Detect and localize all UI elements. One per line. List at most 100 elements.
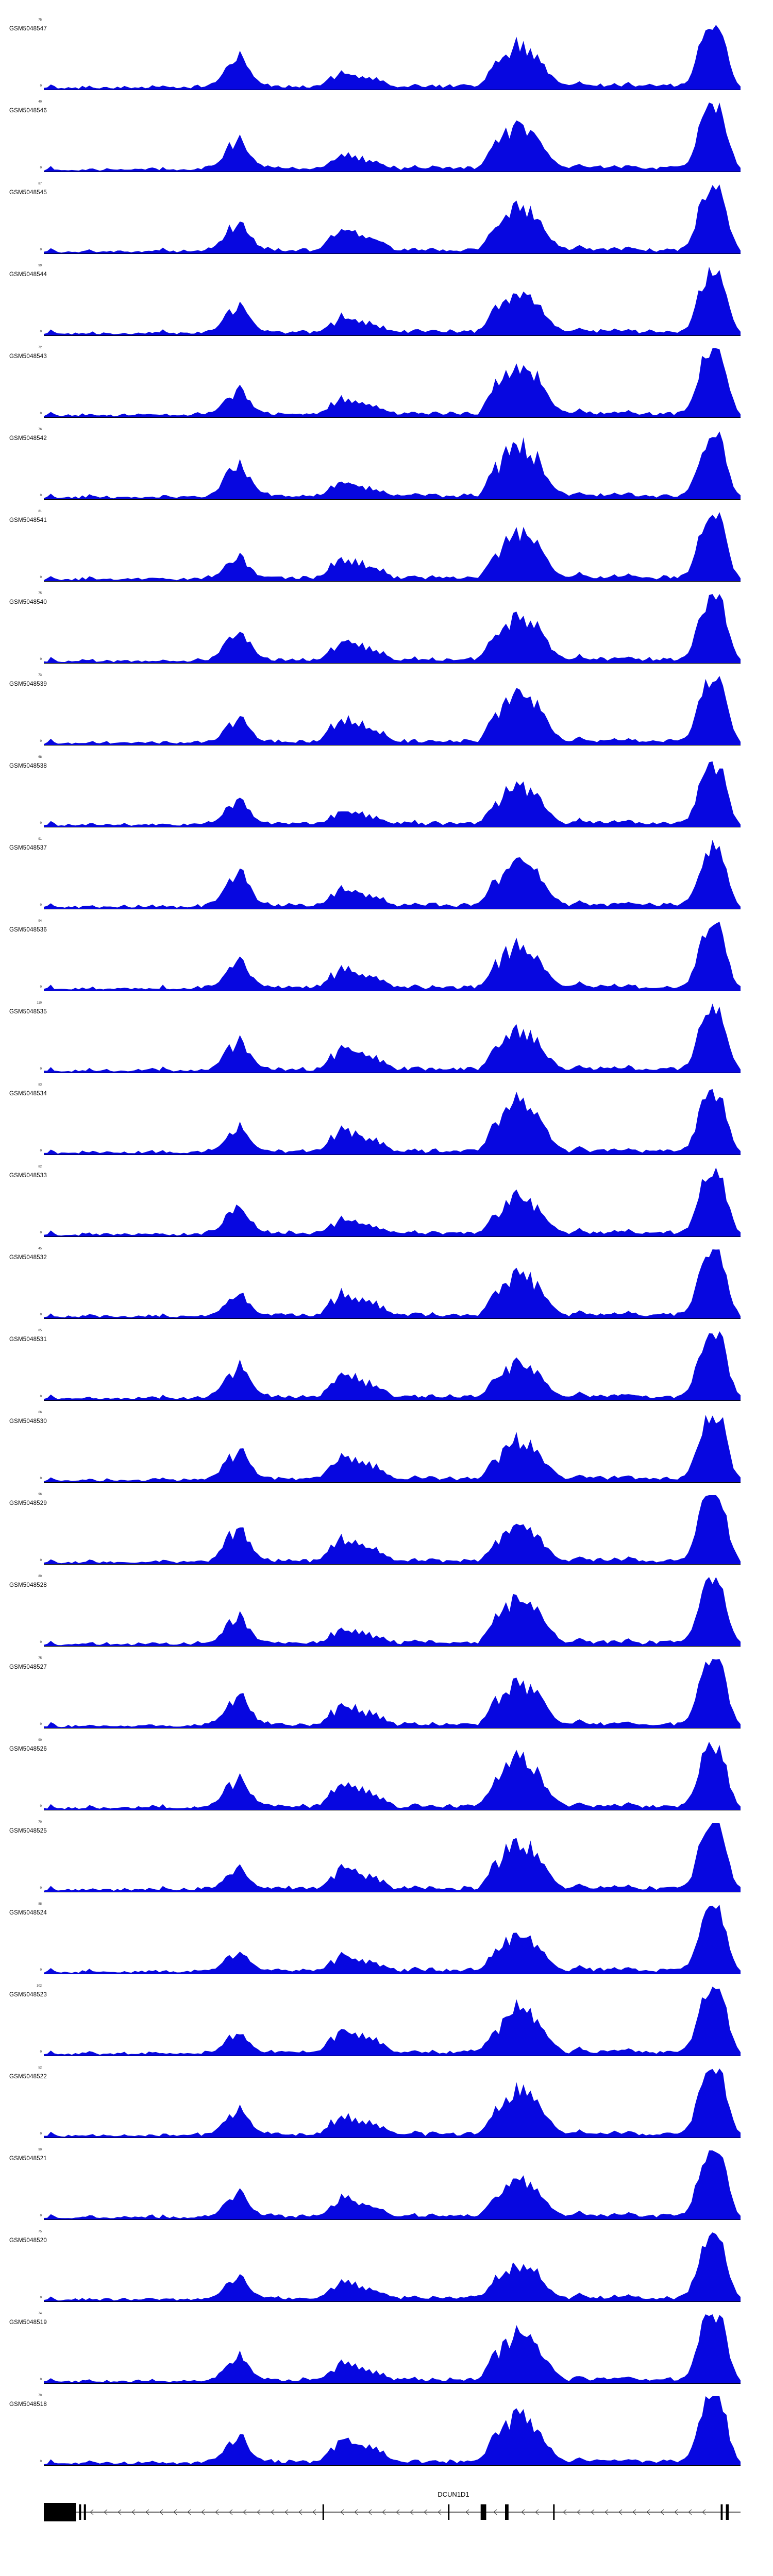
strand-arrow-icon — [591, 2509, 595, 2515]
track-label: GSM5048521 — [9, 2156, 47, 2162]
track-y-zero-label: 0 — [40, 1477, 42, 1480]
track-y-max-label: 91 — [38, 838, 42, 841]
track-row: GSM5048530 66 0 — [0, 1410, 773, 1492]
track-signal — [44, 431, 741, 500]
track-label: GSM5048544 — [9, 272, 47, 278]
gene-exon — [44, 2503, 76, 2521]
strand-arrow-icon — [535, 2509, 539, 2515]
track-y-zero-label: 0 — [40, 1723, 42, 1726]
track-signal — [44, 184, 741, 254]
track-y-zero-label: 0 — [40, 658, 42, 661]
strand-arrow-icon — [215, 2509, 219, 2515]
track-y-zero-label: 0 — [40, 740, 42, 743]
strand-arrow-icon — [298, 2509, 303, 2515]
track-label: GSM5048545 — [9, 190, 47, 196]
gene-exon — [553, 2504, 555, 2520]
strand-arrow-icon — [159, 2509, 163, 2515]
track-row: GSM5048538 68 0 — [0, 755, 773, 837]
strand-arrow-icon — [187, 2509, 191, 2515]
track-label: GSM5048519 — [9, 2319, 47, 2326]
track-label: GSM5048532 — [9, 1255, 47, 1261]
track-label: GSM5048534 — [9, 1091, 47, 1097]
track-y-max-label: 76 — [38, 428, 42, 431]
track-row: GSM5048521 90 0 — [0, 2147, 773, 2229]
track-y-max-label: 75 — [38, 19, 42, 22]
strand-arrow-icon — [284, 2509, 289, 2515]
track-row: GSM5048534 83 0 — [0, 1082, 773, 1164]
track-y-zero-label: 0 — [40, 1313, 42, 1316]
track-label: GSM5048535 — [9, 1009, 47, 1015]
track-label: GSM5048539 — [9, 681, 47, 687]
gene-exon — [322, 2504, 324, 2520]
track-signal — [44, 1415, 741, 1483]
track-row: GSM5048518 70 0 — [0, 2393, 773, 2475]
track-row: GSM5048539 73 0 — [0, 673, 773, 755]
track-signal — [44, 922, 741, 991]
strand-arrow-icon — [340, 2509, 344, 2515]
track-label: GSM5048526 — [9, 1746, 47, 1752]
track-y-max-label: 90 — [38, 2148, 42, 2151]
track-y-max-label: 82 — [38, 1165, 42, 1168]
track-row: GSM5048520 75 0 — [0, 2229, 773, 2311]
track-y-zero-label: 0 — [40, 1641, 42, 1644]
track-y-zero-label: 0 — [40, 494, 42, 497]
track-label: GSM5048537 — [9, 845, 47, 851]
track-row: GSM5048545 87 0 — [0, 181, 773, 263]
strand-arrow-icon — [396, 2509, 400, 2515]
track-label: GSM5048522 — [9, 2074, 47, 2080]
track-row: GSM5048524 88 0 — [0, 1902, 773, 1984]
strand-arrow-icon — [117, 2509, 122, 2515]
track-signal — [44, 2069, 741, 2138]
track-signal — [44, 1905, 741, 1974]
track-y-max-label: 102 — [36, 1985, 42, 1988]
gene-exon — [505, 2504, 509, 2520]
strand-arrow-icon — [90, 2509, 94, 2515]
track-signal — [44, 1741, 741, 1810]
track-signal — [44, 25, 741, 90]
track-label: GSM5048531 — [9, 1336, 47, 1343]
strand-arrow-icon — [618, 2509, 623, 2515]
strand-arrow-icon — [604, 2509, 609, 2515]
strand-arrow-icon — [674, 2509, 678, 2515]
track-y-zero-label: 0 — [40, 986, 42, 989]
track-y-zero-label: 0 — [40, 1149, 42, 1153]
track-signal — [44, 1331, 741, 1401]
track-y-zero-label: 0 — [40, 822, 42, 825]
track-row: GSM5048537 91 0 — [0, 837, 773, 919]
strand-arrow-icon — [424, 2509, 428, 2515]
track-y-max-label: 45 — [38, 1247, 42, 1250]
track-label: GSM5048546 — [9, 108, 47, 114]
track-label: GSM5048541 — [9, 517, 47, 523]
track-row: GSM5048540 75 0 — [0, 591, 773, 673]
gene-model — [44, 2503, 741, 2521]
track-y-zero-label: 0 — [40, 2296, 42, 2299]
track-y-zero-label: 0 — [40, 1887, 42, 1890]
track-y-max-label: 85 — [38, 1329, 42, 1332]
track-y-max-label: 110 — [37, 1002, 42, 1005]
track-y-zero-label: 0 — [40, 576, 42, 579]
track-y-max-label: 66 — [38, 1411, 42, 1414]
track-y-zero-label: 0 — [40, 2214, 42, 2217]
strand-arrow-icon — [312, 2509, 316, 2515]
track-y-zero-label: 0 — [40, 1805, 42, 1808]
track-y-max-label: 90 — [38, 1739, 42, 1742]
strand-arrow-icon — [271, 2509, 275, 2515]
strand-arrow-icon — [131, 2509, 136, 2515]
track-signal — [44, 266, 741, 336]
track-label: GSM5048524 — [9, 1910, 47, 1916]
track-signal — [44, 512, 741, 582]
gene-exon — [720, 2504, 723, 2520]
strand-arrow-icon — [410, 2509, 414, 2515]
track-row: GSM5048541 81 0 — [0, 509, 773, 591]
strand-arrow-icon — [563, 2509, 567, 2515]
track-y-max-label: 80 — [38, 1575, 42, 1578]
track-y-zero-label: 0 — [40, 412, 42, 415]
track-y-zero-label: 0 — [40, 1067, 42, 1071]
track-y-max-label: 83 — [38, 1083, 42, 1087]
track-y-zero-label: 0 — [40, 1395, 42, 1398]
track-signal — [44, 1089, 741, 1155]
track-signal — [44, 2314, 741, 2384]
track-row: GSM5048533 82 0 — [0, 1164, 773, 1246]
track-y-max-label: 94 — [38, 920, 42, 923]
